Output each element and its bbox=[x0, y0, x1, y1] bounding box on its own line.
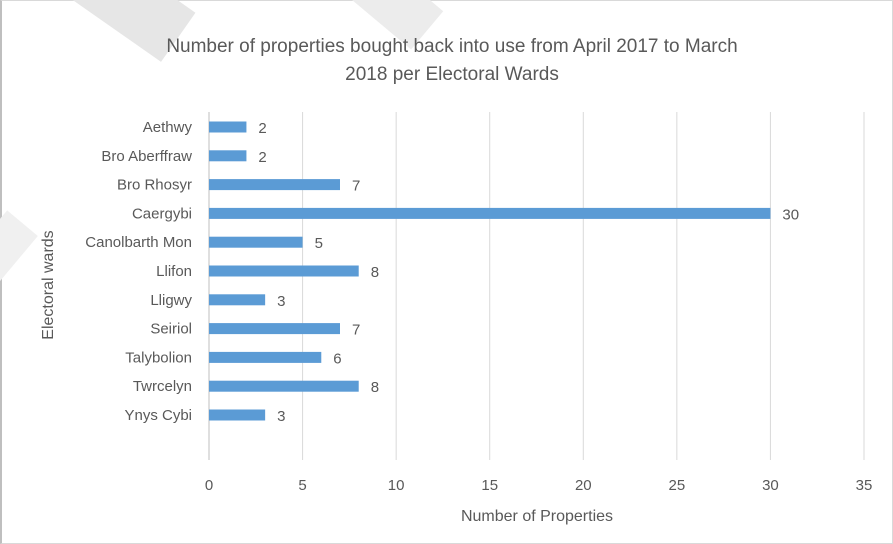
bar bbox=[209, 236, 303, 248]
bar bbox=[209, 323, 340, 335]
bar bbox=[209, 150, 247, 162]
y-axis-title: Electoral wards bbox=[40, 230, 57, 339]
bar bbox=[209, 380, 359, 392]
category-label: Llifon bbox=[156, 263, 192, 280]
chart-title-line-2: 2018 per Electoral Wards bbox=[345, 64, 559, 85]
data-label: 7 bbox=[352, 178, 360, 195]
bar bbox=[209, 179, 340, 191]
chart-title-line-1: Number of properties bought back into us… bbox=[166, 36, 737, 57]
x-tick-label: 15 bbox=[481, 477, 498, 494]
data-label: 3 bbox=[277, 293, 285, 310]
category-label: Bro Aberffraw bbox=[101, 148, 192, 165]
x-tick-label: 0 bbox=[205, 477, 213, 494]
x-tick-label: 5 bbox=[298, 477, 306, 494]
data-label: 30 bbox=[782, 206, 799, 223]
category-label: Bro Rhosyr bbox=[117, 177, 192, 194]
x-tick-label: 10 bbox=[388, 477, 405, 494]
category-label: Aethwy bbox=[143, 119, 193, 136]
x-tick-label: 30 bbox=[762, 477, 779, 494]
data-label: 6 bbox=[333, 350, 341, 367]
bar bbox=[209, 409, 266, 421]
x-tick-label: 20 bbox=[575, 477, 592, 494]
x-tick-label: 35 bbox=[856, 477, 873, 494]
category-label: Ynys Cybi bbox=[124, 407, 192, 424]
category-label: Talybolion bbox=[125, 349, 192, 366]
category-label: Lligwy bbox=[150, 292, 192, 309]
data-label: 8 bbox=[371, 379, 379, 396]
category-label: Twrcelyn bbox=[133, 378, 192, 395]
data-label: 7 bbox=[352, 322, 360, 339]
bar bbox=[209, 294, 266, 306]
x-axis-title: Number of Properties bbox=[461, 508, 613, 525]
x-tick-label: 25 bbox=[669, 477, 686, 494]
bar bbox=[209, 265, 359, 277]
data-label: 8 bbox=[371, 264, 379, 281]
category-label: Canolbarth Mon bbox=[85, 234, 192, 251]
data-label: 5 bbox=[315, 235, 323, 252]
data-label: 2 bbox=[258, 149, 266, 166]
bar bbox=[209, 207, 771, 219]
data-label: 2 bbox=[258, 120, 266, 137]
bar bbox=[209, 351, 322, 363]
category-label: Caergybi bbox=[132, 205, 192, 222]
data-label: 3 bbox=[277, 408, 285, 425]
category-label: Seiriol bbox=[150, 321, 192, 338]
bar bbox=[209, 121, 247, 133]
